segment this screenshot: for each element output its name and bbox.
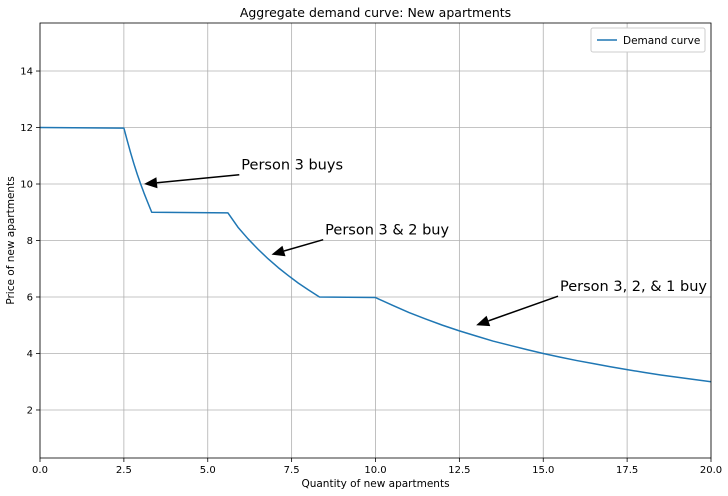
demand-curve-point: [133, 163, 134, 164]
plot-area: [39, 126, 712, 383]
demand-curve-point: [151, 212, 152, 213]
x-tick-label: 0.0: [32, 465, 48, 476]
demand-curve-point: [319, 296, 320, 297]
demand-curve-point: [643, 372, 644, 373]
y-tick-label: 6: [27, 292, 33, 303]
annotation-arrow-head: [144, 177, 158, 189]
demand-curve-point: [694, 379, 695, 380]
annotation-arrow-head: [271, 245, 286, 257]
x-tick-label: 10.0: [364, 465, 386, 476]
demand-curve-point: [298, 283, 299, 284]
x-tick-label: 2.5: [116, 465, 132, 476]
demand-curve-point: [559, 357, 560, 358]
annotations: Person 3 buys Person 3 & 2 buy Person 3, 2…: [144, 158, 707, 327]
x-tick-label: 7.5: [284, 465, 300, 476]
demand-curve-point: [140, 183, 141, 184]
demand-curve-point: [123, 127, 124, 128]
demand-curve-point: [627, 369, 628, 370]
legend-label: Demand curve: [623, 35, 700, 47]
demand-curve-point: [509, 345, 510, 346]
x-tick-label: 15.0: [532, 465, 554, 476]
demand-curve-line: [39, 126, 712, 383]
demand-curve-point: [130, 152, 131, 153]
y-tick-label: 12: [20, 123, 33, 134]
demand-curve-point: [492, 340, 493, 341]
demand-curve-point: [576, 360, 577, 361]
demand-curve-point: [408, 312, 409, 313]
grid: [39, 23, 712, 458]
demand-curve-point: [227, 212, 228, 213]
demand-curve-point: [237, 227, 238, 228]
x-axis: 0.0 2.5 5.0 7.5 10.0 12.5 15.0 17.5 20.0: [32, 458, 722, 476]
annotation-arrow-shaft: [283, 238, 324, 252]
x-tick-label: 17.5: [616, 465, 638, 476]
annotation-arrow-head: [476, 315, 491, 327]
demand-curve-point: [257, 249, 258, 250]
demand-curve-point: [308, 289, 309, 290]
y-axis-title: Price of new apartments: [5, 176, 17, 304]
annotation-label: Person 3 & 2 buy: [325, 223, 449, 239]
legend-box: [590, 27, 706, 53]
demand-curve-point: [476, 335, 477, 336]
demand-curve-point: [610, 366, 611, 367]
y-tick-label: 8: [27, 236, 33, 247]
demand-curve-point: [137, 174, 138, 175]
demand-curve-point: [127, 140, 128, 141]
x-tick-label: 5.0: [200, 465, 216, 476]
demand-curve-point: [268, 258, 269, 259]
x-tick-label: 12.5: [448, 465, 470, 476]
annotation-arrow-shaft: [156, 173, 240, 184]
demand-curve-point: [143, 192, 144, 193]
demand-curve-point: [425, 318, 426, 319]
annotation-arrow-shaft: [488, 295, 559, 322]
x-tick-label: 20.0: [700, 465, 722, 476]
x-axis-title: Quantity of new apartments: [301, 478, 449, 490]
demand-curve-point: [442, 325, 443, 326]
y-tick-label: 14: [20, 67, 33, 78]
demand-curve-point: [288, 275, 289, 276]
demand-curve-point: [278, 267, 279, 268]
annotation-label: Person 3 buys: [241, 158, 343, 174]
demand-curve-point: [375, 297, 376, 298]
y-tick-label: 4: [27, 349, 33, 360]
demand-curve-point: [392, 305, 393, 306]
demand-curve-point: [677, 377, 678, 378]
demand-curve-point: [543, 353, 544, 354]
demand-curve-point: [593, 363, 594, 364]
demand-curve-point: [526, 349, 527, 350]
chart-title: Aggregate demand curve: New apartments: [240, 5, 511, 20]
annotation-label: Person 3, 2, & 1 buy: [560, 279, 707, 295]
demand-curve-point: [147, 201, 148, 202]
demand-curve-point: [459, 330, 460, 331]
y-tick-label: 2: [27, 405, 33, 416]
legend: Demand curve: [590, 27, 706, 53]
demand-curve-point: [247, 238, 248, 239]
y-axis: 2 4 6 8 10 12 14: [20, 67, 40, 416]
y-tick-label: 10: [20, 180, 33, 191]
demand-curve-point: [660, 374, 661, 375]
